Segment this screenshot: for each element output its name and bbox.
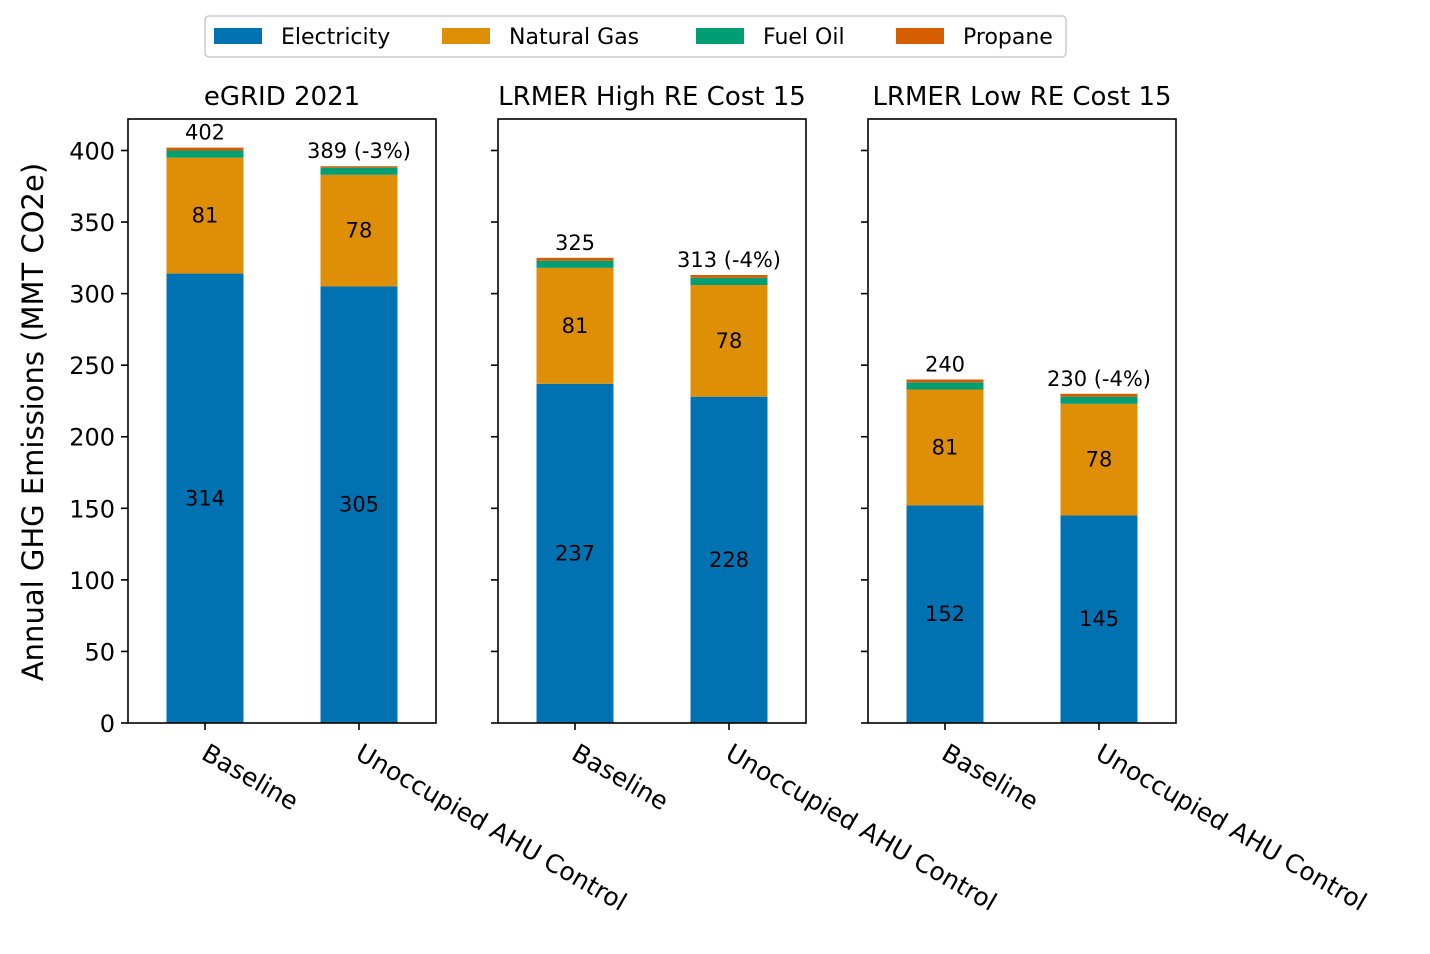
segment-value-label: 81: [192, 204, 219, 228]
bar-segment-fuel-oil: [690, 277, 768, 286]
bar-total-label: 389 (-3%): [307, 139, 411, 163]
segment-value-label: 78: [1086, 448, 1113, 472]
bar-segment-natural-gas: [166, 157, 244, 274]
bar-segment-fuel-oil: [1060, 396, 1138, 404]
bar-total-label: 240: [925, 352, 965, 376]
segment-value-label: 78: [716, 329, 743, 353]
x-tick-label: Baseline: [197, 738, 303, 816]
panel-frame: [867, 118, 1177, 724]
segment-value-label: 305: [339, 493, 379, 517]
bar-segment-electricity: [1060, 515, 1138, 723]
y-tick-label: 400: [69, 137, 115, 165]
legend-label-electricity: Electricity: [281, 25, 390, 50]
panel-title: LRMER Low RE Cost 15: [872, 82, 1171, 112]
bar-segment-fuel-oil: [320, 167, 398, 175]
segment-value-label: 314: [185, 486, 225, 510]
segment-value-label: 145: [1079, 607, 1119, 631]
bar-segment-natural-gas: [536, 267, 614, 384]
bar-segment-electricity: [906, 505, 984, 723]
legend-label-fuel-oil: Fuel Oil: [763, 25, 845, 50]
bar-segment-natural-gas: [1060, 403, 1138, 516]
panel-3: LRMER Low RE Cost 15 152 81 240 Baseline 145 7…: [861, 82, 1372, 917]
y-tick-label: 150: [69, 495, 115, 523]
panel-title: eGRID 2021: [204, 82, 360, 112]
panel-frame: [497, 118, 807, 724]
bar-segment-natural-gas: [320, 174, 398, 287]
legend-swatch-propane: [896, 28, 944, 44]
y-tick-label: 350: [69, 209, 115, 237]
y-tick-label: 100: [69, 567, 115, 595]
bar-segment-fuel-oil: [906, 382, 984, 390]
panel-title: LRMER High RE Cost 15: [498, 82, 806, 112]
segment-value-label: 81: [932, 435, 959, 459]
bar-segment-propane: [166, 147, 244, 151]
bar-segment-fuel-oil: [166, 150, 244, 158]
bar-segment-natural-gas: [906, 389, 984, 506]
y-tick-label: 200: [69, 424, 115, 452]
bar-segment-propane: [906, 379, 984, 383]
bar-segment-electricity: [166, 273, 244, 723]
panel-frame: [127, 118, 437, 724]
legend-label-natural-gas: Natural Gas: [509, 25, 639, 50]
legend-swatch-electricity: [214, 28, 262, 44]
segment-value-label: 237: [555, 541, 595, 565]
bar-segment-fuel-oil: [536, 260, 614, 268]
legend-swatch-natural-gas: [442, 28, 490, 44]
segment-value-label: 152: [925, 602, 965, 626]
y-tick-label: 0: [100, 710, 115, 738]
segment-value-label: 228: [709, 548, 749, 572]
legend-swatch-fuel-oil: [696, 28, 744, 44]
y-tick-label: 300: [69, 281, 115, 309]
x-tick-label: Baseline: [567, 738, 673, 816]
chart-panels: eGRID 2021 314 81 402 Baseline 305 78 389 (-3%)…: [69, 82, 1371, 917]
segment-value-label: 78: [346, 219, 373, 243]
x-tick-label: Baseline: [937, 738, 1043, 816]
legend-frame: [204, 15, 1067, 58]
x-tick-label: Unoccupied AHU Control: [1091, 738, 1372, 917]
y-tick-label: 50: [84, 638, 115, 666]
bar-segment-electricity: [690, 396, 768, 723]
bar-total-label: 313 (-4%): [677, 248, 781, 272]
bar-segment-electricity: [320, 286, 398, 723]
bar-segment-propane: [1060, 393, 1138, 397]
bar-total-label: 325: [555, 231, 595, 255]
bar-segment-propane: [320, 166, 398, 168]
y-axis-label: Annual GHG Emissions (MMT CO2e): [16, 163, 50, 681]
legend-label-propane: Propane: [963, 25, 1053, 50]
bar-segment-propane: [536, 257, 614, 261]
bar-total-label: 402: [185, 121, 225, 145]
bar-segment-electricity: [536, 383, 614, 723]
bar-segment-propane: [690, 275, 768, 278]
y-tick-label: 250: [69, 352, 115, 380]
segment-value-label: 81: [562, 314, 589, 338]
bar-segment-natural-gas: [690, 285, 768, 397]
bar-total-label: 230 (-4%): [1047, 367, 1151, 391]
legend: Electricity Natural Gas Fuel Oil Propane: [204, 15, 1067, 58]
